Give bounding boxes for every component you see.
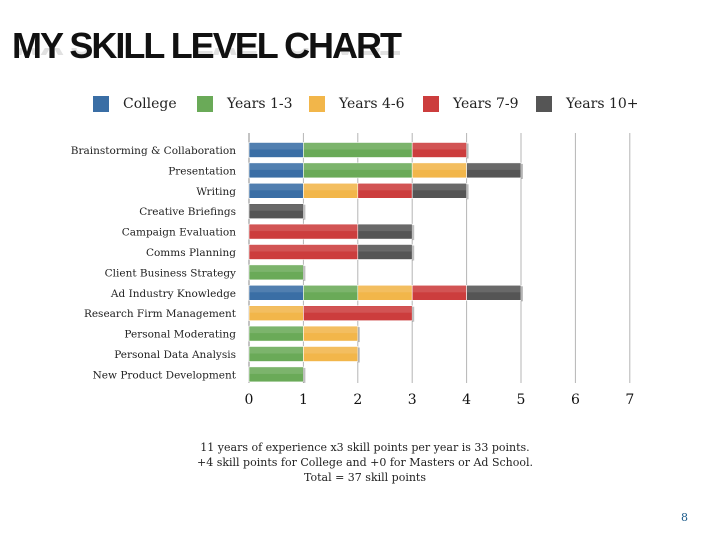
legend-label: Years 1-3: [227, 96, 293, 112]
category-label: Personal Moderating: [124, 329, 236, 341]
bar-segment-shine: [303, 183, 358, 191]
legend-swatch: [197, 96, 213, 112]
bar-segment-shine: [358, 245, 412, 252]
bar-segment-shine: [249, 183, 303, 191]
category-label: Writing: [196, 186, 236, 198]
bar-segment-shine: [467, 285, 521, 293]
bar-segment: [248, 366, 304, 383]
category-label: Campaign Evaluation: [122, 227, 237, 239]
category-label: Ad Industry Knowledge: [110, 288, 236, 300]
bar-segment-shine: [249, 265, 303, 272]
legend-item-years-7-9: Years 7-9: [423, 96, 519, 112]
bar-segment-shine: [303, 347, 358, 354]
footnote-line-2: +4 skill points for College and +0 for M…: [196, 456, 534, 469]
bar-segment-shine: [249, 224, 358, 232]
legend-swatch: [536, 96, 552, 112]
bar-segment: [411, 142, 467, 158]
bar-segment: [357, 244, 413, 260]
bar-segment-shine: [358, 224, 412, 232]
bar-segment: [303, 325, 359, 342]
bar-segment: [303, 346, 359, 362]
bar-segment: [303, 305, 413, 322]
footnote: 11 years of experience x3 skill points p…: [170, 440, 560, 485]
legend-item-years-4-6: Years 4-6: [309, 96, 405, 112]
bar-segment-shine: [358, 183, 412, 191]
bar-segment-shine: [358, 285, 412, 293]
bar-segment: [411, 183, 467, 199]
legend-label: Years 7-9: [453, 96, 519, 112]
x-tick-label: 7: [625, 392, 634, 408]
bar-shadow: [357, 347, 360, 363]
footnote-line-1: 11 years of experience x3 skill points p…: [200, 441, 530, 454]
bar-segment: [248, 203, 304, 219]
bar-segment-shine: [249, 285, 303, 293]
bar-segment: [466, 162, 522, 179]
category-label: Personal Data Analysis: [114, 349, 236, 361]
bar-segment-shine: [412, 143, 467, 150]
bar-segment: [357, 223, 413, 240]
bar-shadow: [303, 367, 306, 383]
bar-segment-shine: [303, 326, 358, 334]
bar-shadow: [521, 286, 523, 302]
bar-segment-shine: [412, 285, 467, 293]
bar-segment-shine: [467, 163, 521, 170]
bar-segment: [248, 264, 304, 281]
legend-swatch: [93, 96, 109, 112]
x-tick-label: 6: [571, 392, 580, 408]
category-label: Presentation: [168, 165, 236, 177]
bar-segment-shine: [303, 306, 412, 313]
legend-label: College: [123, 96, 177, 112]
x-tick-label: 3: [408, 392, 417, 408]
bar-segment-shine: [249, 204, 303, 211]
bar-segment-shine: [249, 245, 358, 252]
footnote-line-3: Total = 37 skill points: [304, 471, 426, 484]
bar-shadow: [303, 265, 306, 281]
bar-shadow: [521, 163, 523, 179]
category-label: Brainstorming & Collaboration: [71, 145, 236, 157]
bar-segment-shine: [249, 326, 303, 334]
page-number: 8: [681, 511, 688, 524]
x-tick-label: 5: [517, 392, 526, 408]
legend-item-years-1-3: Years 1-3: [197, 96, 293, 112]
bar-shadow: [357, 327, 360, 343]
legend-label: Years 10+: [566, 96, 639, 112]
category-label: Client Business Strategy: [105, 267, 236, 279]
x-tick-label: 4: [462, 392, 471, 408]
bar-segment-shine: [303, 285, 358, 293]
bar-segment-shine: [249, 306, 303, 313]
bar-segment-shine: [249, 347, 303, 354]
bar-shadow: [466, 143, 469, 159]
bar-shadow: [466, 184, 469, 200]
chart-legend: College Years 1-3 Years 4-6 Years 7-9 Ye…: [93, 96, 653, 116]
category-label: Creative Briefings: [139, 206, 236, 218]
legend-label: Years 4-6: [339, 96, 405, 112]
legend-swatch: [423, 96, 439, 112]
x-tick-label: 0: [245, 392, 254, 408]
category-label: New Product Development: [93, 369, 237, 381]
x-tick-label: 2: [353, 392, 362, 408]
legend-swatch: [309, 96, 325, 112]
legend-item-years-10-plus: Years 10+: [536, 96, 639, 112]
bar-segment-shine: [249, 143, 303, 150]
bar-segment-shine: [303, 163, 412, 170]
x-tick-label: 1: [299, 392, 308, 408]
bar-shadow: [412, 225, 415, 241]
bar-segment: [466, 284, 522, 301]
bar-segment-shine: [303, 143, 412, 150]
category-label: Comms Planning: [146, 247, 236, 259]
bar-shadow: [303, 204, 306, 220]
bar-segment-shine: [412, 163, 467, 170]
bar-segment-shine: [412, 183, 467, 191]
title-reflection-fade: [0, 62, 500, 82]
bar-shadow: [412, 245, 415, 261]
bar-segment-shine: [249, 367, 303, 374]
chart-title: MY SKILL LEVEL CHART: [12, 25, 402, 66]
bar-segment-shine: [249, 163, 303, 170]
bar-shadow: [412, 306, 415, 322]
legend-item-college: College: [93, 96, 177, 112]
category-label: Research Firm Management: [84, 308, 237, 320]
